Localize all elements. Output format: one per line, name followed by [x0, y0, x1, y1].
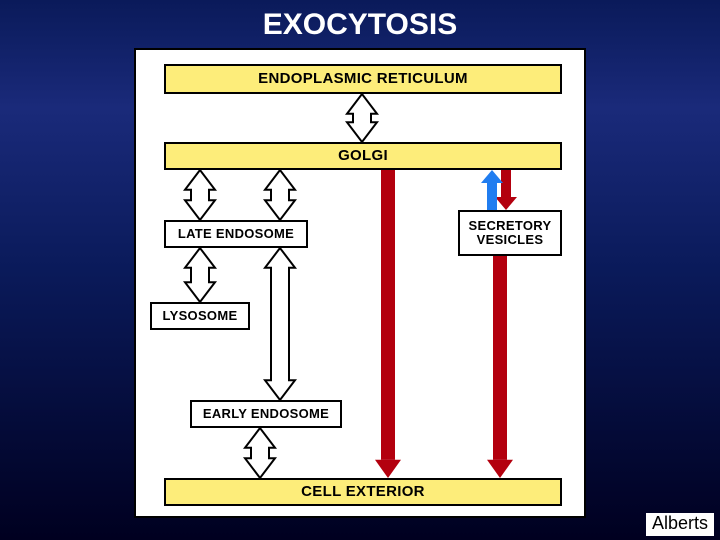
- box-late: LATE ENDOSOME: [164, 220, 308, 248]
- solid-arrow-icon: [375, 170, 401, 478]
- double-arrow-icon: [265, 170, 295, 220]
- box-lyso: LYSOSOME: [150, 302, 250, 330]
- arrows-layer: [140, 54, 584, 514]
- double-arrow-icon: [265, 248, 295, 400]
- slide-title: EXOCYTOSIS: [0, 0, 720, 42]
- box-golgi: GOLGI: [164, 142, 562, 170]
- credit-label: Alberts: [646, 513, 714, 536]
- box-cellext: CELL EXTERIOR: [164, 478, 562, 506]
- solid-arrow-icon: [481, 170, 503, 210]
- box-early: EARLY ENDOSOME: [190, 400, 342, 428]
- exocytosis-diagram: ENDOPLASMIC RETICULUM GOLGI LATE ENDOSOME S…: [140, 54, 580, 512]
- box-er: ENDOPLASMIC RETICULUM: [164, 64, 562, 94]
- box-secv: SECRETORY VESICLES: [458, 210, 562, 256]
- double-arrow-icon: [185, 248, 215, 302]
- double-arrow-icon: [347, 94, 377, 142]
- double-arrow-icon: [185, 170, 215, 220]
- solid-arrow-icon: [487, 256, 513, 478]
- solid-arrow-icon: [495, 170, 517, 210]
- diagram-frame: ENDOPLASMIC RETICULUM GOLGI LATE ENDOSOME S…: [134, 48, 586, 518]
- double-arrow-icon: [245, 428, 275, 478]
